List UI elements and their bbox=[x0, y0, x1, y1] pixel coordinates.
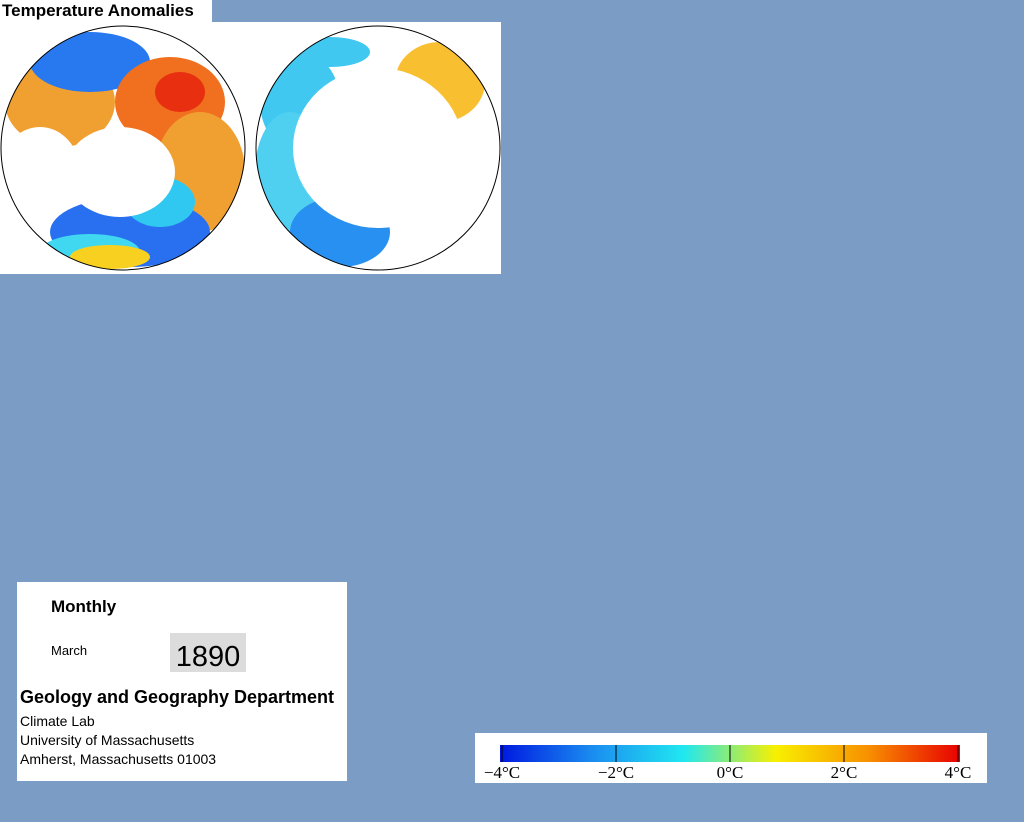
maps bbox=[0, 22, 501, 274]
credit-lines: Climate Lab University of Massachusetts … bbox=[20, 712, 216, 769]
tick-label: −2°C bbox=[598, 763, 634, 782]
south-map bbox=[256, 37, 485, 267]
year: 1890 bbox=[170, 633, 246, 673]
tick-label: −4°C bbox=[484, 763, 520, 782]
frequency: Monthly bbox=[51, 597, 117, 616]
tick-label: 2°C bbox=[831, 763, 858, 782]
colorbar: −4°C −2°C 0°C 2°C 4°C bbox=[475, 733, 987, 783]
title: Temperature Anomalies bbox=[0, 0, 212, 22]
tick-label: 0°C bbox=[717, 763, 744, 782]
tick-label: 4°C bbox=[945, 763, 972, 782]
north-map bbox=[1, 32, 245, 270]
credit-line: Amherst, Massachusetts 01003 bbox=[20, 751, 217, 767]
credit-line: University of Massachusetts bbox=[20, 732, 195, 748]
department: Geology and Geography Department bbox=[20, 687, 335, 707]
credit-line: Climate Lab bbox=[20, 713, 95, 729]
month: March bbox=[51, 643, 88, 658]
info-panel: Monthly March 1890 Geology and Geography… bbox=[17, 582, 347, 781]
